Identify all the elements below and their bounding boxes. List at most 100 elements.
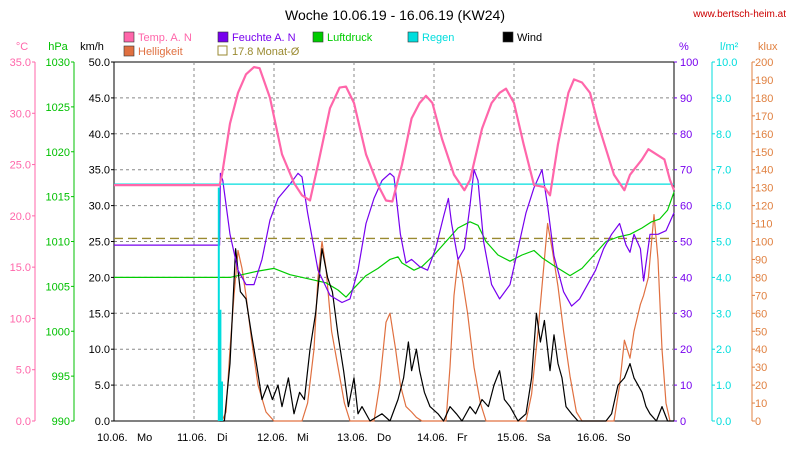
tick-label-hum: 100 <box>680 57 698 69</box>
tick-label-press: 1000 <box>46 326 70 338</box>
series-line-helligkeit <box>221 214 671 422</box>
tick-label-press: 1005 <box>46 281 70 293</box>
tick-label-lux: 70 <box>755 290 767 302</box>
tick-label-press: 995 <box>52 371 70 383</box>
tick-label-press: 1015 <box>46 192 70 204</box>
tick-label-lux: 180 <box>755 93 773 105</box>
legend-swatch <box>217 31 229 43</box>
tick-label-wind: 40.0 <box>89 129 110 141</box>
x-tick-label-day: Sa <box>537 432 551 444</box>
tick-label-lux: 60 <box>755 308 767 320</box>
tick-label-lux: 20 <box>755 380 767 392</box>
tick-label-wind: 10.0 <box>89 344 110 356</box>
axis-unit-rain: l/m² <box>720 41 739 53</box>
x-tick-label-date: 12.06. <box>257 432 288 444</box>
tick-label-temp: 10.0 <box>10 313 31 325</box>
tick-label-press: 1010 <box>46 237 70 249</box>
tick-label-rain: 5.0 <box>716 237 731 249</box>
axis-unit-hum: % <box>679 41 689 53</box>
chart-title: Woche 10.06.19 - 16.06.19 (KW24) <box>285 7 505 23</box>
legend-label: Wind <box>517 32 542 44</box>
tick-label-temp: 5.0 <box>16 365 31 377</box>
tick-label-temp: 20.0 <box>10 211 31 223</box>
tick-label-hum: 50 <box>680 237 692 249</box>
tick-label-lux: 50 <box>755 326 767 338</box>
source-label: www.bertsch-heim.at <box>692 9 786 20</box>
axis-unit-wind: km/h <box>80 41 104 53</box>
tick-label-temp: 35.0 <box>10 57 31 69</box>
x-tick-label-date: 13.06. <box>337 432 368 444</box>
series-line-wind <box>219 248 674 422</box>
x-tick-label-day: Di <box>217 432 227 444</box>
grid <box>113 61 675 422</box>
legend-label: 17.8 Monat-Ø <box>232 46 300 58</box>
tick-label-rain: 0.0 <box>716 416 731 428</box>
tick-label-temp: 0.0 <box>16 416 31 428</box>
tick-label-hum: 20 <box>680 344 692 356</box>
tick-label-wind: 35.0 <box>89 165 110 177</box>
tick-label-lux: 200 <box>755 57 773 69</box>
x-tick-label-day: Mo <box>137 432 152 444</box>
legend-swatch <box>312 31 324 43</box>
series-line-feuchte-a-n <box>114 169 675 307</box>
axis-unit-lux: klux <box>758 41 778 53</box>
series-line-temp-a-n <box>114 65 676 203</box>
tick-label-wind: 20.0 <box>89 272 110 284</box>
tick-label-lux: 110 <box>755 219 773 231</box>
legend-label: Helligkeit <box>138 46 183 58</box>
series <box>114 65 676 422</box>
x-tick-label-date: 15.06. <box>497 432 528 444</box>
tick-label-hum: 80 <box>680 129 692 141</box>
axis-unit-temp: °C <box>16 41 28 53</box>
tick-label-lux: 0 <box>755 416 761 428</box>
tick-label-wind: 50.0 <box>89 57 110 69</box>
tick-label-lux: 90 <box>755 254 767 266</box>
tick-label-rain: 9.0 <box>716 93 731 105</box>
tick-label-hum: 40 <box>680 272 692 284</box>
legend-label: Feuchte A. N <box>232 32 296 44</box>
tick-label-rain: 7.0 <box>716 165 731 177</box>
x-tick-label-day: Fr <box>457 432 468 444</box>
tick-label-wind: 30.0 <box>89 201 110 213</box>
legend-swatch <box>502 31 514 43</box>
tick-label-lux: 80 <box>755 272 767 284</box>
tick-label-rain: 6.0 <box>716 201 731 213</box>
tick-label-wind: 5.0 <box>95 380 110 392</box>
tick-label-lux: 40 <box>755 344 767 356</box>
tick-label-rain: 8.0 <box>716 129 731 141</box>
tick-label-rain: 10.0 <box>716 57 737 69</box>
tick-label-rain: 3.0 <box>716 308 731 320</box>
tick-label-lux: 10 <box>755 398 767 410</box>
tick-label-press: 990 <box>52 416 70 428</box>
tick-label-lux: 120 <box>755 201 773 213</box>
legend-label: Regen <box>422 32 454 44</box>
tick-label-hum: 90 <box>680 93 692 105</box>
axes: 0.0 5.0 10.0 15.0 20.0 25.0 30.0 35.0 °C 990 995 10… <box>10 41 778 444</box>
tick-label-hum: 70 <box>680 165 692 177</box>
tick-label-rain: 2.0 <box>716 344 731 356</box>
tick-label-lux: 30 <box>755 362 767 374</box>
tick-label-hum: 10 <box>680 380 692 392</box>
x-tick-label-date: 10.06. <box>97 432 128 444</box>
x-tick-label-date: 16.06. <box>577 432 608 444</box>
legend-swatch <box>123 31 135 43</box>
legend: Temp. A. N Feuchte A. N Luftdruck Regen Wind… <box>123 31 542 58</box>
tick-label-wind: 45.0 <box>89 93 110 105</box>
tick-label-lux: 190 <box>755 75 773 87</box>
tick-label-lux: 170 <box>755 111 773 123</box>
tick-label-hum: 30 <box>680 308 692 320</box>
tick-label-hum: 60 <box>680 201 692 213</box>
tick-label-lux: 100 <box>755 237 773 249</box>
tick-label-lux: 130 <box>755 183 773 195</box>
tick-label-lux: 160 <box>755 129 773 141</box>
legend-label: Temp. A. N <box>138 32 192 44</box>
tick-label-press: 1030 <box>46 57 70 69</box>
x-tick-label-date: 11.06. <box>177 432 207 444</box>
tick-label-lux: 150 <box>755 147 773 159</box>
tick-label-press: 1025 <box>46 102 70 114</box>
tick-label-lux: 140 <box>755 165 773 177</box>
x-tick-label-date: 14.06. <box>417 432 448 444</box>
x-tick-label-day: Mi <box>297 432 309 444</box>
